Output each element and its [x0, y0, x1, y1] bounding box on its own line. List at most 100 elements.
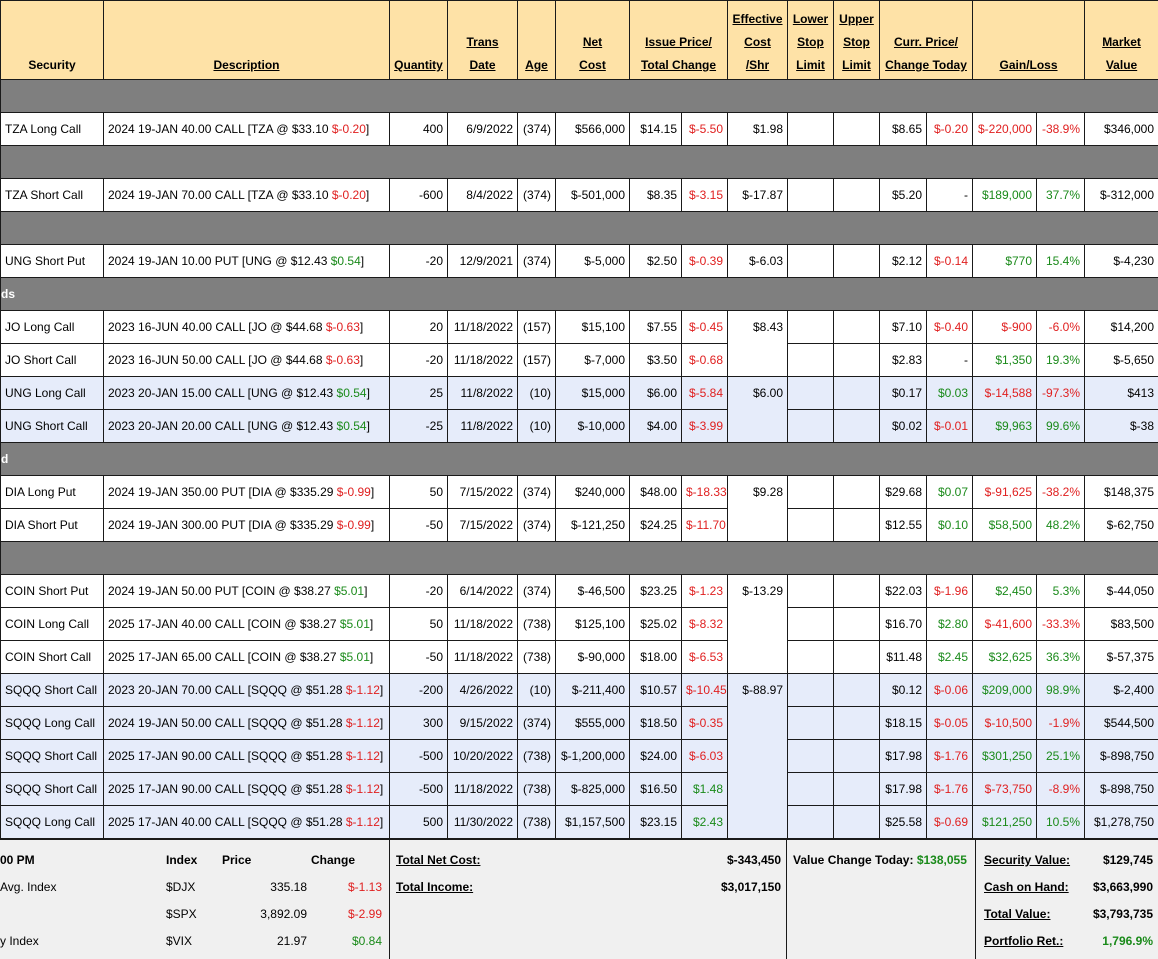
table-row[interactable]: COIN Short Call 2025 17-JAN 65.00 CALL [… [1, 641, 1158, 674]
lower-stop-cell[interactable] [788, 113, 834, 146]
lower-stop-cell[interactable] [788, 509, 834, 542]
total-change-cell: $-10.45 [682, 674, 728, 707]
total-change-cell: $-0.45 [682, 311, 728, 344]
change-today-cell: $-1.76 [927, 740, 973, 773]
issue-price-cell: $18.00 [630, 641, 682, 674]
lower-stop-cell[interactable] [788, 179, 834, 212]
age-cell: (10) [518, 674, 556, 707]
gain-loss-pct-cell: -6.0% [1037, 311, 1085, 344]
total-change-cell: $-1.23 [682, 575, 728, 608]
gain-loss-pct-cell: 36.3% [1037, 641, 1085, 674]
col-header-current-price[interactable]: Curr. Price/Change Today [880, 1, 973, 80]
table-row[interactable]: COIN Short Put 2024 19-JAN 50.00 PUT [CO… [1, 575, 1158, 608]
lower-stop-cell[interactable] [788, 245, 834, 278]
gain-loss-cell: $-14,588 [973, 377, 1037, 410]
lower-stop-cell[interactable] [788, 377, 834, 410]
lower-stop-cell[interactable] [788, 608, 834, 641]
effective-cost-cell: $-17.87 [728, 179, 788, 212]
table-row[interactable]: SQQQ Short Call 2025 17-JAN 90.00 CALL [… [1, 740, 1158, 773]
col-header-quantity[interactable]: Quantity [390, 1, 448, 80]
index-change: $0.84 [0, 934, 382, 948]
lower-stop-cell[interactable] [788, 740, 834, 773]
lower-stop-cell[interactable] [788, 344, 834, 377]
upper-stop-cell[interactable] [834, 509, 880, 542]
upper-stop-cell[interactable] [834, 806, 880, 839]
upper-stop-cell[interactable] [834, 377, 880, 410]
upper-stop-cell[interactable] [834, 773, 880, 806]
upper-stop-cell[interactable] [834, 311, 880, 344]
table-row[interactable]: SQQQ Long Call 2024 19-JAN 50.00 CALL [S… [1, 707, 1158, 740]
upper-stop-cell[interactable] [834, 344, 880, 377]
col-header-issue-price[interactable]: Issue Price/Total Change [630, 1, 728, 80]
lower-stop-cell[interactable] [788, 641, 834, 674]
table-row[interactable]: JO Short Call 2023 16-JUN 50.00 CALL [JO… [1, 344, 1158, 377]
upper-stop-cell[interactable] [834, 179, 880, 212]
security-cell: TZA Short Call [1, 179, 104, 212]
change-today-cell: $-0.05 [927, 707, 973, 740]
lower-stop-cell[interactable] [788, 707, 834, 740]
gain-loss-cell: $9,963 [973, 410, 1037, 443]
effective-cost-cell: $9.28 [728, 476, 788, 509]
upper-stop-cell[interactable] [834, 641, 880, 674]
total-value-label: Total Value: [984, 907, 1050, 921]
lower-stop-cell[interactable] [788, 806, 834, 839]
table-row[interactable]: SQQQ Short Call 2025 17-JAN 90.00 CALL [… [1, 773, 1158, 806]
col-header-description[interactable]: Description [104, 1, 390, 80]
gain-loss-pct-cell: -1.9% [1037, 707, 1085, 740]
description-cell: 2023 16-JUN 50.00 CALL [JO @ $44.68 $-0.… [104, 344, 390, 377]
security-cell: JO Short Call [1, 344, 104, 377]
upper-stop-cell[interactable] [834, 674, 880, 707]
table-row[interactable]: UNG Short Put 2024 19-JAN 10.00 PUT [UNG… [1, 245, 1158, 278]
upper-stop-cell[interactable] [834, 245, 880, 278]
section-row [1, 80, 1158, 113]
market-value-cell: $-898,750 [1085, 773, 1158, 806]
lower-stop-cell[interactable] [788, 575, 834, 608]
issue-price-cell: $4.00 [630, 410, 682, 443]
section-row: ds [1, 278, 1158, 311]
upper-stop-cell[interactable] [834, 608, 880, 641]
upper-stop-cell[interactable] [834, 740, 880, 773]
table-row[interactable]: DIA Short Put 2024 19-JAN 300.00 PUT [DI… [1, 509, 1158, 542]
lower-stop-cell[interactable] [788, 674, 834, 707]
security-cell: DIA Short Put [1, 509, 104, 542]
lower-stop-cell[interactable] [788, 311, 834, 344]
age-cell: (738) [518, 641, 556, 674]
col-header-security[interactable]: Security [1, 1, 104, 80]
effective-cost-cell [728, 509, 788, 542]
issue-price-cell: $7.55 [630, 311, 682, 344]
table-row[interactable]: SQQQ Short Call 2023 20-JAN 70.00 CALL [… [1, 674, 1158, 707]
lower-stop-cell[interactable] [788, 410, 834, 443]
current-price-cell: $5.20 [880, 179, 927, 212]
security-cell: UNG Short Call [1, 410, 104, 443]
section-label [1, 542, 1158, 575]
net-cost-cell: $-211,400 [556, 674, 630, 707]
upper-stop-cell[interactable] [834, 410, 880, 443]
section-label: ds [1, 278, 1158, 311]
table-row[interactable]: TZA Long Call 2024 19-JAN 40.00 CALL [TZ… [1, 113, 1158, 146]
lower-stop-cell[interactable] [788, 773, 834, 806]
trans-date-cell: 11/8/2022 [448, 377, 518, 410]
upper-stop-cell[interactable] [834, 476, 880, 509]
upper-stop-cell[interactable] [834, 707, 880, 740]
table-row[interactable]: DIA Long Put 2024 19-JAN 350.00 PUT [DIA… [1, 476, 1158, 509]
lower-stop-cell[interactable] [788, 476, 834, 509]
upper-stop-cell[interactable] [834, 575, 880, 608]
table-row[interactable]: JO Long Call 2023 16-JUN 40.00 CALL [JO … [1, 311, 1158, 344]
cost-panel: Total Net Cost: $-343,450 Total Income: … [389, 840, 787, 959]
col-header-age[interactable]: Age [518, 1, 556, 80]
col-header-gain-loss[interactable]: Gain/Loss [973, 1, 1085, 80]
table-row[interactable]: UNG Short Call 2023 20-JAN 20.00 CALL [U… [1, 410, 1158, 443]
table-row[interactable]: COIN Long Call 2025 17-JAN 40.00 CALL [C… [1, 608, 1158, 641]
table-row[interactable]: SQQQ Long Call 2025 17-JAN 40.00 CALL [S… [1, 806, 1158, 839]
table-row[interactable]: UNG Long Call 2023 20-JAN 15.00 CALL [UN… [1, 377, 1158, 410]
current-price-cell: $0.17 [880, 377, 927, 410]
effective-cost-cell: $-13.29 [728, 575, 788, 608]
upper-stop-cell[interactable] [834, 113, 880, 146]
table-row[interactable]: TZA Short Call 2024 19-JAN 70.00 CALL [T… [1, 179, 1158, 212]
